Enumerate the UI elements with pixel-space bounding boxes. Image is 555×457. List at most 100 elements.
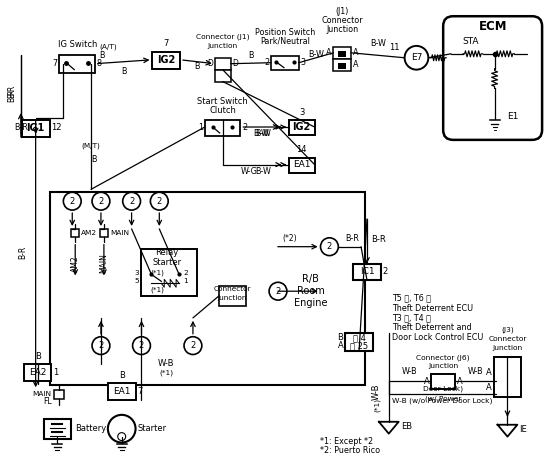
Text: B-W: B-W	[256, 129, 271, 138]
Text: (J1): (J1)	[336, 7, 349, 16]
Text: D: D	[207, 59, 213, 68]
Circle shape	[108, 415, 135, 442]
Text: IE: IE	[519, 425, 527, 434]
Text: Theft Deterrent ECU: Theft Deterrent ECU	[392, 303, 473, 313]
Text: 3: 3	[135, 271, 139, 276]
Text: EB: EB	[401, 422, 412, 431]
Text: STA: STA	[463, 37, 479, 47]
Text: B: B	[337, 333, 344, 342]
Text: 7: 7	[164, 39, 169, 48]
Text: W-G: W-G	[241, 167, 258, 176]
Text: 2: 2	[327, 242, 332, 251]
Text: B-R: B-R	[14, 123, 28, 132]
Bar	[54, 390, 64, 399]
Text: B-W: B-W	[308, 50, 324, 59]
Text: Connector: Connector	[214, 286, 251, 292]
Text: 2: 2	[275, 287, 281, 296]
Text: B: B	[248, 51, 254, 60]
Text: 2: 2	[139, 341, 144, 350]
Bar	[142, 249, 197, 296]
Text: A: A	[326, 48, 331, 57]
Text: Connector: Connector	[488, 336, 527, 342]
Text: Starter: Starter	[153, 258, 182, 267]
Bar	[334, 59, 351, 71]
Text: B-W: B-W	[256, 167, 271, 176]
Bar	[100, 229, 108, 237]
Bar	[271, 56, 299, 69]
Text: Relay: Relay	[155, 248, 179, 257]
Text: 2: 2	[383, 267, 388, 276]
Text: 1: 1	[183, 278, 188, 284]
Text: EA1: EA1	[293, 160, 310, 169]
Text: 7: 7	[138, 387, 143, 396]
Text: Ⓑ 4: Ⓑ 4	[352, 333, 366, 342]
Bar	[153, 52, 180, 69]
Text: 2: 2	[190, 341, 195, 350]
Text: 3: 3	[301, 58, 306, 67]
Text: *1: Except *2: *1: Except *2	[320, 437, 372, 446]
Text: B-R: B-R	[7, 89, 17, 102]
Bar	[108, 383, 135, 400]
Text: 1: 1	[198, 123, 203, 133]
Text: 2: 2	[98, 197, 104, 206]
Text: A: A	[486, 368, 492, 377]
Text: AM2: AM2	[81, 230, 97, 236]
Text: Connector: Connector	[321, 16, 363, 25]
Text: Clutch: Clutch	[209, 106, 236, 115]
Text: A: A	[457, 377, 463, 386]
Bar	[339, 51, 346, 57]
Text: A: A	[423, 377, 430, 386]
Text: Theft Deterrent and: Theft Deterrent and	[392, 323, 471, 332]
Circle shape	[405, 46, 428, 69]
Text: 2: 2	[129, 197, 134, 206]
Bar	[219, 286, 246, 306]
Bar	[215, 69, 230, 81]
Text: Ⓐ 25: Ⓐ 25	[350, 341, 368, 350]
Bar	[215, 58, 230, 69]
Text: MAIN: MAIN	[99, 254, 108, 273]
Text: AM2: AM2	[70, 255, 80, 272]
Circle shape	[184, 337, 202, 355]
Text: B: B	[119, 371, 125, 380]
Bar	[334, 47, 351, 59]
Bar	[22, 120, 49, 137]
FancyBboxPatch shape	[443, 16, 542, 140]
Text: (*1): (*1)	[150, 287, 164, 293]
Bar	[205, 120, 240, 136]
Text: B: B	[121, 67, 127, 76]
Text: W-B: W-B	[467, 367, 483, 376]
Bar	[51, 192, 365, 385]
Text: A: A	[353, 48, 359, 57]
Text: (*1): (*1)	[159, 369, 173, 376]
Text: Starter: Starter	[138, 424, 166, 433]
Circle shape	[118, 433, 125, 441]
Text: B: B	[99, 51, 104, 60]
Text: Junction: Junction	[492, 345, 523, 351]
Text: EA1: EA1	[113, 387, 130, 396]
Text: E7: E7	[411, 53, 422, 62]
Circle shape	[123, 192, 140, 210]
Bar	[339, 63, 346, 69]
Text: IC1: IC1	[360, 267, 374, 276]
Bar	[59, 55, 95, 73]
Text: T3 Ⓐ, T4 Ⓑ: T3 Ⓐ, T4 Ⓑ	[392, 314, 431, 322]
Text: Engine: Engine	[294, 298, 327, 308]
Text: E1: E1	[507, 112, 519, 121]
Text: (M/T): (M/T)	[81, 143, 100, 149]
Text: W-B: W-B	[402, 367, 418, 376]
Text: R/B: R/B	[302, 274, 319, 284]
Text: B-R: B-R	[371, 235, 386, 244]
Text: A: A	[337, 341, 344, 350]
Text: 11: 11	[389, 43, 400, 53]
Text: 2: 2	[98, 341, 104, 350]
Bar	[431, 374, 455, 389]
Text: Position Switch: Position Switch	[255, 27, 315, 37]
Text: MAIN: MAIN	[33, 391, 52, 397]
Circle shape	[321, 238, 339, 255]
Text: B: B	[35, 352, 41, 361]
Text: EA2: EA2	[29, 368, 46, 377]
Text: 8: 8	[97, 59, 102, 68]
Text: ECM: ECM	[478, 20, 507, 32]
Bar	[289, 158, 315, 172]
Text: 3: 3	[299, 108, 305, 117]
